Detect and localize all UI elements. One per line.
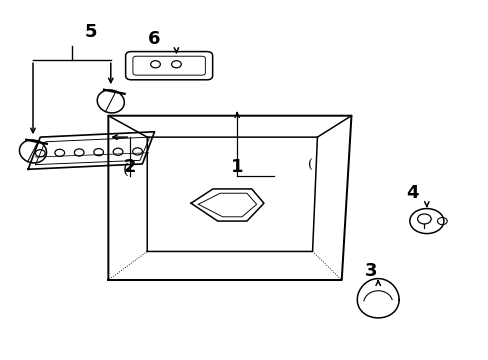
Text: 5: 5 — [85, 23, 98, 41]
Text: 2: 2 — [124, 158, 136, 176]
Text: 4: 4 — [405, 184, 418, 202]
Text: (: ( — [122, 162, 128, 176]
Text: 3: 3 — [364, 262, 376, 280]
Text: 1: 1 — [230, 158, 243, 176]
Text: 6: 6 — [148, 30, 161, 48]
Text: (: ( — [307, 159, 312, 172]
